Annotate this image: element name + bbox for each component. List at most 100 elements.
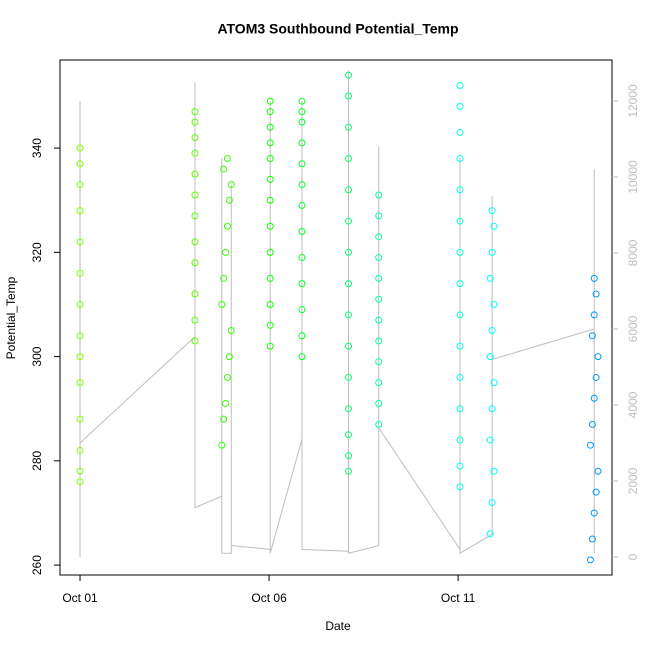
point [191, 238, 199, 246]
point [456, 186, 464, 194]
y-tick-label: 280 [30, 451, 44, 471]
point [266, 300, 274, 308]
point [76, 379, 84, 387]
point [223, 373, 231, 381]
point [590, 394, 598, 402]
point [266, 321, 274, 329]
y-tick-label: 320 [30, 242, 44, 262]
point [76, 300, 84, 308]
point [266, 175, 274, 183]
point [344, 248, 352, 256]
point [266, 274, 274, 282]
point [266, 222, 274, 230]
point [227, 327, 235, 335]
point [223, 222, 231, 230]
point [76, 238, 84, 246]
point [191, 108, 199, 116]
point [456, 248, 464, 256]
point [456, 483, 464, 491]
point [588, 535, 596, 543]
point [222, 248, 230, 256]
point [344, 280, 352, 288]
point [220, 274, 228, 282]
point [586, 556, 594, 564]
point [191, 212, 199, 220]
point [191, 134, 199, 142]
point [191, 259, 199, 267]
point [298, 227, 306, 235]
y-axis-label: Potential_Temp [4, 276, 18, 359]
point [456, 373, 464, 381]
point [488, 207, 496, 215]
point [344, 186, 352, 194]
point [298, 254, 306, 262]
point [222, 400, 230, 408]
point [490, 379, 498, 387]
point [456, 82, 464, 90]
point [456, 436, 464, 444]
point [344, 311, 352, 319]
point [375, 337, 383, 345]
point [298, 306, 306, 314]
point [298, 108, 306, 116]
y2-tick-label: 0 [626, 553, 640, 560]
point [191, 149, 199, 157]
point [191, 290, 199, 298]
point [223, 155, 231, 163]
point [375, 358, 383, 366]
point [298, 332, 306, 340]
point [344, 217, 352, 225]
point [375, 379, 383, 387]
point [266, 123, 274, 131]
point [344, 405, 352, 413]
point [76, 269, 84, 277]
y2-tick-label: 4000 [626, 391, 640, 418]
point [220, 165, 228, 173]
y2-tick-label: 6000 [626, 315, 640, 342]
point [375, 233, 383, 241]
point [592, 373, 600, 381]
y-tick-label: 260 [30, 555, 44, 575]
point [375, 274, 383, 282]
point [456, 311, 464, 319]
point [456, 155, 464, 163]
point [76, 207, 84, 215]
point [76, 160, 84, 168]
point [298, 280, 306, 288]
point [266, 248, 274, 256]
point [191, 170, 199, 178]
point [486, 353, 494, 361]
point [298, 353, 306, 361]
point [227, 181, 235, 189]
point [218, 300, 226, 308]
point [456, 280, 464, 288]
point [588, 332, 596, 340]
point [590, 311, 598, 319]
point [375, 400, 383, 408]
point [225, 353, 233, 361]
point [490, 467, 498, 475]
point [191, 118, 199, 126]
point [298, 181, 306, 189]
point [486, 274, 494, 282]
point [344, 431, 352, 439]
point [191, 337, 199, 345]
point [344, 71, 352, 79]
point [375, 254, 383, 262]
point [266, 196, 274, 204]
y-tick-label: 340 [30, 138, 44, 158]
point [225, 196, 233, 204]
point [490, 300, 498, 308]
x-tick-label: Oct 11 [441, 591, 476, 605]
point [344, 92, 352, 100]
point [594, 467, 602, 475]
point [486, 530, 494, 538]
point [375, 295, 383, 303]
point [191, 191, 199, 199]
point [344, 155, 352, 163]
point [76, 446, 84, 454]
point [220, 415, 228, 423]
point [298, 97, 306, 105]
point [76, 181, 84, 189]
